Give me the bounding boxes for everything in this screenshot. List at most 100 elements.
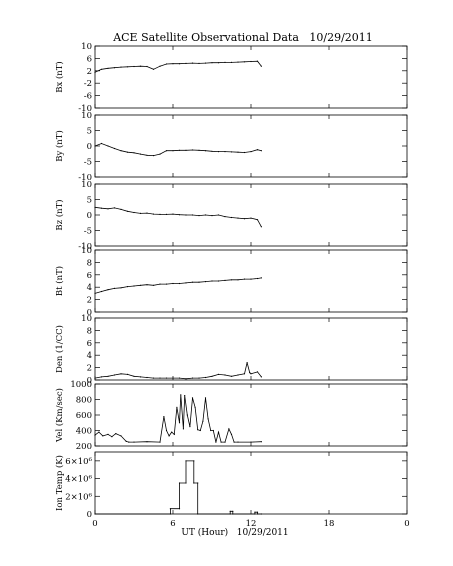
y-tick-label: 800 xyxy=(76,396,92,406)
data-point xyxy=(197,429,199,431)
data-point xyxy=(172,377,174,379)
x-tick-label: 6 xyxy=(170,519,175,529)
data-point xyxy=(100,290,103,293)
data-point xyxy=(260,226,262,228)
data-point xyxy=(185,378,187,380)
y-tick-label: 0 xyxy=(87,376,92,386)
y-tick-label: 2×10⁶ xyxy=(65,492,92,502)
x-tick-label: 0 xyxy=(92,519,97,529)
data-point xyxy=(224,441,226,443)
data-point xyxy=(256,149,259,151)
data-point xyxy=(194,406,196,408)
data-point xyxy=(250,217,252,219)
y-tick-label: -5 xyxy=(84,158,92,168)
data-point xyxy=(126,151,129,153)
y-tick-label: 8 xyxy=(87,258,92,268)
data-point xyxy=(120,373,122,375)
y-tick-label: 0 xyxy=(87,308,92,318)
data-point xyxy=(178,508,181,510)
data-point xyxy=(102,435,104,437)
y-axis-label: Ion Temp (K) xyxy=(54,455,65,511)
data-point xyxy=(172,213,174,215)
data-point xyxy=(133,65,135,68)
data-point xyxy=(113,147,116,150)
data-point xyxy=(120,208,122,210)
data-point xyxy=(204,397,207,399)
y-tick-label: 10 xyxy=(81,314,92,324)
data-point xyxy=(217,280,220,282)
data-point xyxy=(133,211,135,214)
data-point xyxy=(198,149,200,151)
data-point xyxy=(243,61,246,63)
y-tick-label: 0 xyxy=(87,510,92,520)
data-point xyxy=(146,212,148,214)
data-point xyxy=(178,149,181,151)
data-point xyxy=(211,215,213,217)
data-point xyxy=(260,513,262,515)
data-point xyxy=(185,149,187,151)
data-point xyxy=(172,63,174,65)
data-point xyxy=(113,374,116,376)
data-point xyxy=(146,154,148,156)
data-point xyxy=(94,513,96,515)
y-tick-label: 1000 xyxy=(70,380,92,390)
data-point xyxy=(199,429,201,432)
y-axis-label: Vel (Km/sec) xyxy=(54,388,65,443)
data-point xyxy=(176,406,178,408)
data-point xyxy=(165,213,168,215)
data-point xyxy=(139,376,142,378)
data-point xyxy=(250,373,252,375)
data-point xyxy=(159,377,161,379)
data-point xyxy=(230,216,233,219)
data-point xyxy=(146,441,148,443)
data-point xyxy=(246,362,248,364)
data-point xyxy=(178,482,181,484)
data-point xyxy=(159,213,161,215)
data-point xyxy=(224,374,226,376)
data-point xyxy=(169,508,171,510)
data-point xyxy=(215,441,217,443)
data-point xyxy=(230,151,233,153)
data-point xyxy=(230,279,233,281)
data-point xyxy=(185,482,187,484)
data-point xyxy=(260,150,262,152)
data-point xyxy=(139,212,142,214)
data-point xyxy=(229,510,231,512)
y-tick-label: -6 xyxy=(84,92,92,102)
data-point xyxy=(198,215,200,217)
data-point xyxy=(182,428,184,430)
data-point xyxy=(94,434,96,436)
y-tick-label: -10 xyxy=(78,242,92,252)
data-point xyxy=(198,62,200,64)
y-tick-label: 0 xyxy=(87,142,92,152)
data-point xyxy=(233,441,235,443)
y-tick-label: 6 xyxy=(87,339,92,349)
x-tick-label: 12 xyxy=(246,519,257,529)
data-point xyxy=(197,482,199,484)
data-point xyxy=(113,287,116,289)
data-point xyxy=(94,377,96,379)
data-point xyxy=(139,284,142,286)
data-point xyxy=(220,441,222,443)
y-tick-label: 200 xyxy=(76,442,92,452)
data-point xyxy=(191,377,194,379)
data-point xyxy=(146,284,148,286)
data-point xyxy=(237,374,239,376)
y-tick-label: 2 xyxy=(87,67,92,77)
data-point xyxy=(165,429,168,432)
panel-frame xyxy=(94,183,408,247)
data-point xyxy=(191,397,194,399)
data-point xyxy=(178,63,181,65)
x-axis-label: UT (Hour) 10/29/2011 xyxy=(181,527,288,538)
panel-den: 10 8 6 4 2 0 Den (1/CC) xyxy=(54,314,408,386)
data-point xyxy=(260,65,262,67)
data-point xyxy=(100,207,103,209)
data-point xyxy=(256,60,259,62)
data-point xyxy=(113,67,116,69)
data-point xyxy=(152,68,155,70)
data-point xyxy=(115,433,117,435)
y-tick-label: -10 xyxy=(78,173,92,183)
data-point xyxy=(204,281,207,283)
data-point xyxy=(152,284,155,286)
data-point xyxy=(189,426,191,428)
